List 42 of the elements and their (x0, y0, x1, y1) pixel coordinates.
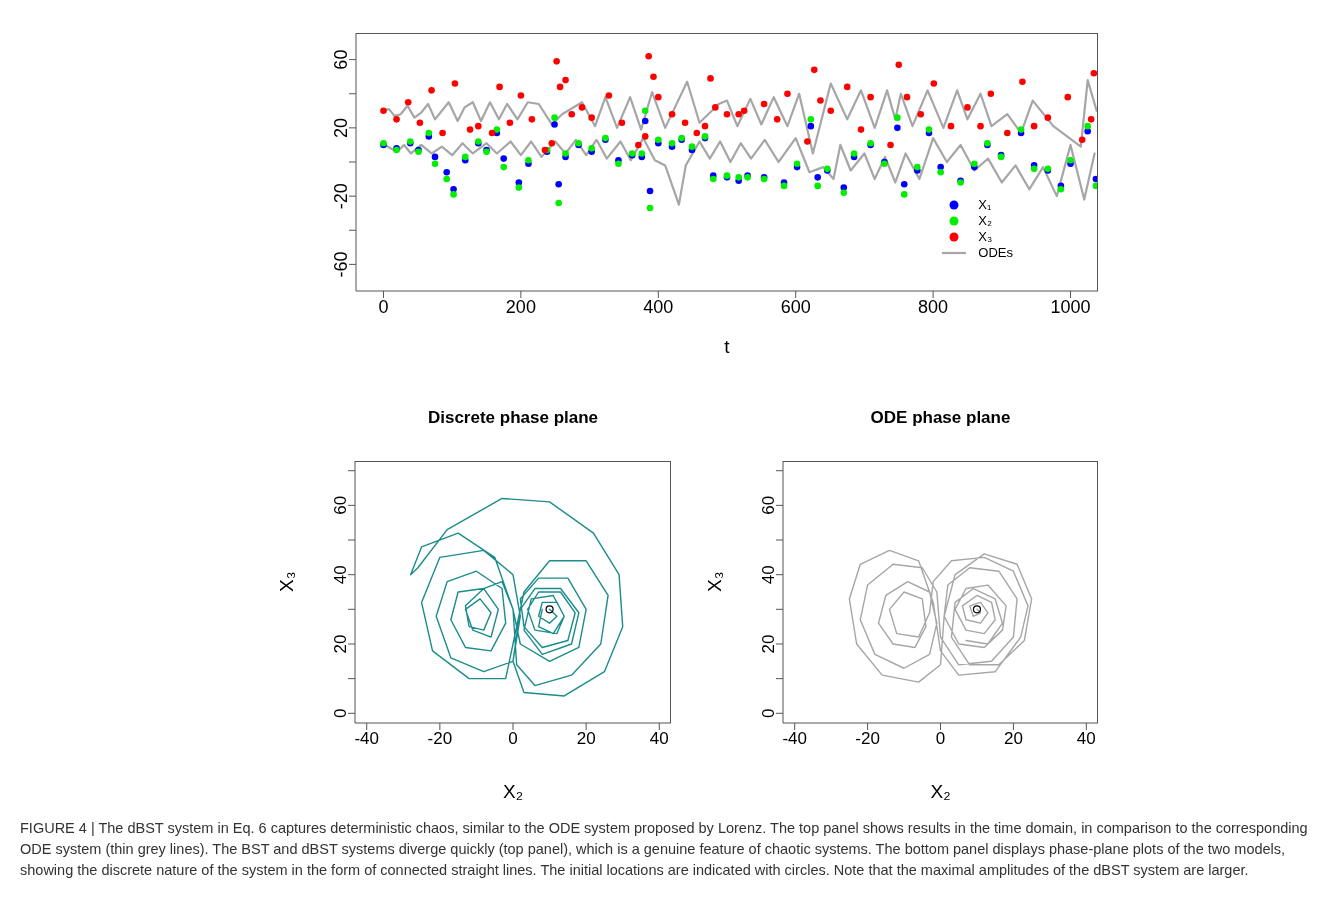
x-tick-label: 800 (918, 296, 949, 317)
legend-label: ODEs (978, 245, 1013, 261)
x-tick-label: 20 (1003, 729, 1023, 749)
legend-label: X₁ (978, 197, 992, 213)
y-tick-label: 0 (331, 708, 350, 719)
y-tick-label: -60 (331, 251, 351, 278)
y-axis-title: X₃ (703, 571, 725, 592)
y-tick-label: 60 (331, 49, 351, 70)
x-axis-title: X₂ (502, 781, 524, 802)
y-axis-title: X₃ (275, 571, 297, 592)
x-tick-label: 40 (649, 729, 669, 749)
x-tick-label: 0 (378, 296, 389, 317)
x-tick-label: 1000 (1050, 296, 1091, 317)
x-tick-label: -40 (782, 729, 807, 749)
x-tick-label: 20 (576, 729, 596, 749)
x-tick-label: -40 (354, 729, 379, 749)
chart-title: Discrete phase plane (426, 408, 600, 428)
x-axis-title: t (724, 336, 731, 357)
line-series (848, 549, 1033, 683)
caption: FIGURE 4 | The dBST system in Eq. 6 captures deterministic chaos, similar to the ODE system proposed by Lorenz. The top panel shows results in the time domain, in comparison to the corresponding ODE system (thin grey lines). The BST and dBST systems diverge quickly (top panel), which is a genuine feature of chaotic systems. The bottom panel displays phase-plane plots of the two models, showing the discrete nature of the system in the form of connected straight lines. The initial locations are indicated with circles. Note that the maximal amplitudes of the dBST system are larger. (20, 819, 1309, 880)
y-tick-label: 40 (331, 565, 350, 585)
y-tick-label: 20 (331, 634, 350, 654)
x-tick-label: -20 (427, 729, 453, 749)
x-tick-label: 0 (508, 729, 518, 749)
legend-label: X₂ (978, 213, 993, 229)
x-tick-label: 400 (643, 296, 674, 317)
x-tick-label: 0 (935, 729, 946, 749)
y-tick-label: -20 (331, 183, 351, 210)
y-tick-label: 40 (759, 565, 778, 585)
y-tick-label: 60 (759, 495, 778, 515)
y-tick-label: 20 (331, 117, 351, 138)
x-tick-label: 40 (1076, 729, 1096, 749)
x-tick-label: 600 (780, 296, 811, 317)
x-axis-title: X₂ (930, 781, 951, 802)
x-tick-label: -20 (855, 729, 880, 749)
legend-label: X₃ (978, 229, 993, 245)
y-tick-label: 60 (331, 495, 350, 515)
y-tick-label: 0 (759, 708, 778, 719)
y-tick-label: 20 (759, 634, 778, 654)
chart-title: ODE phase plane (869, 408, 1012, 428)
line-series (409, 497, 624, 697)
x-tick-label: 200 (505, 296, 536, 317)
